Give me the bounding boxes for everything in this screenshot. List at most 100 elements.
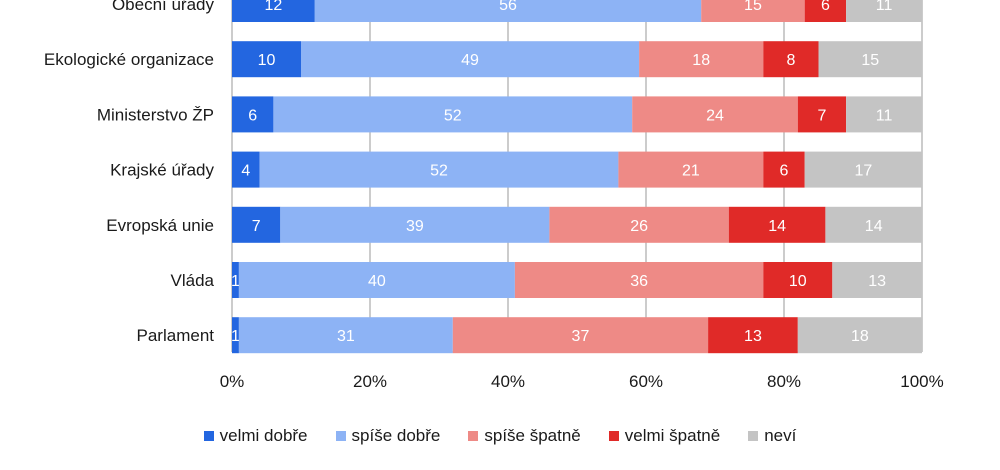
category-label: Ekologické organizace [44,50,214,69]
data-label: 14 [865,218,883,235]
bar-segment [804,151,922,188]
bar-segment [273,96,633,133]
category-label: Evropská unie [106,216,214,235]
x-tick-label: 0% [220,372,245,391]
data-label: 6 [821,0,830,14]
data-label: 11 [876,0,893,14]
legend-label: spíše dobře [351,426,441,445]
data-label: 6 [780,163,789,180]
category-label: Obecní úřady [112,0,215,14]
bar-segment [232,262,239,298]
bar-segment [763,151,805,188]
bar-segment [232,96,274,133]
legend-item: spíše špatně [468,426,581,446]
data-label: 26 [630,218,648,235]
data-label: 18 [692,52,710,69]
data-label: 15 [744,0,762,14]
legend-label: velmi špatně [624,426,721,445]
legend-item: neví [748,426,796,446]
bar-segment [632,96,798,133]
data-label: 6 [248,107,257,124]
bar-segment [846,0,922,22]
data-label: 12 [265,0,283,14]
x-tick-label: 60% [629,372,663,391]
data-label: 56 [499,0,517,14]
bar-segment [232,317,239,354]
bar-segment [514,262,764,298]
bar-segment [763,41,819,78]
data-label: 49 [461,52,479,69]
data-label: 13 [744,328,762,345]
bar-segment [232,41,301,78]
bar-segment [639,41,764,78]
x-axis-ticks: 0% 20% 40% 60% 80% 100% [220,372,944,391]
legend-item: velmi špatně [608,426,721,446]
category-label: Vláda [171,271,215,290]
category-label: Krajské úřady [110,161,214,180]
category-label: Ministerstvo ŽP [97,105,214,124]
bar-segment [280,206,550,243]
data-label: 1 [231,273,240,290]
data-label: 18 [851,328,869,345]
x-tick-label: 20% [353,372,387,391]
bar-segment [238,317,453,354]
data-label: 37 [572,328,590,345]
category-labels: Obecní úřady Ekologické organizace Ministe… [44,0,215,345]
bar-segment [232,151,260,188]
data-label: 52 [444,107,462,124]
bar-segment [259,151,619,188]
x-tick-label: 100% [900,372,943,391]
legend-swatch [608,431,619,441]
bar-segment [818,41,922,78]
bar-segment [232,0,315,22]
data-label: 7 [817,107,826,124]
data-label: 13 [868,273,886,290]
data-label: 40 [368,273,386,290]
bar-segment [232,206,281,243]
legend-swatch [468,431,479,441]
bar-segment [238,262,515,298]
data-label: 11 [876,107,893,124]
data-label: 14 [768,218,786,235]
data-label: 8 [786,52,795,69]
x-tick-label: 40% [491,372,525,391]
data-label: 10 [789,273,807,290]
data-label: 15 [861,52,879,69]
legend-label: spíše špatně [484,426,581,445]
bar-segment [701,0,805,22]
bar-segment [797,96,847,133]
legend-item: spíše dobře [335,426,441,446]
legend-label: velmi dobře [219,426,308,445]
legend-label: neví [764,426,797,445]
data-label: 24 [706,107,724,124]
data-label: 39 [406,218,424,235]
legend-swatch [748,431,759,441]
bar-segment [728,206,826,243]
bar-segment [314,0,702,22]
x-tick-label: 80% [767,372,801,391]
category-label: Parlament [137,326,215,345]
data-label: 7 [252,218,261,235]
legend-item: velmi dobře [203,426,308,446]
data-label: 31 [337,328,355,345]
legend: velmi dobře spíše dobře spíše špatně velmi … [0,426,1000,446]
data-label: 21 [682,163,700,180]
data-label: 1 [231,328,240,345]
data-label: 10 [258,52,276,69]
bar-segment [618,151,764,188]
bar-segment [549,206,729,243]
legend-swatch [203,431,214,441]
bar-segment [804,0,847,22]
data-label: 4 [241,163,250,180]
data-label: 52 [430,163,448,180]
data-label: 36 [630,273,648,290]
bar-segment [825,206,922,243]
bar-segment [832,262,922,298]
bar-segment [763,262,833,298]
legend-swatch [335,431,346,441]
bar-segment [846,96,922,133]
bar-segment [797,317,922,354]
bar-segment [301,41,640,78]
